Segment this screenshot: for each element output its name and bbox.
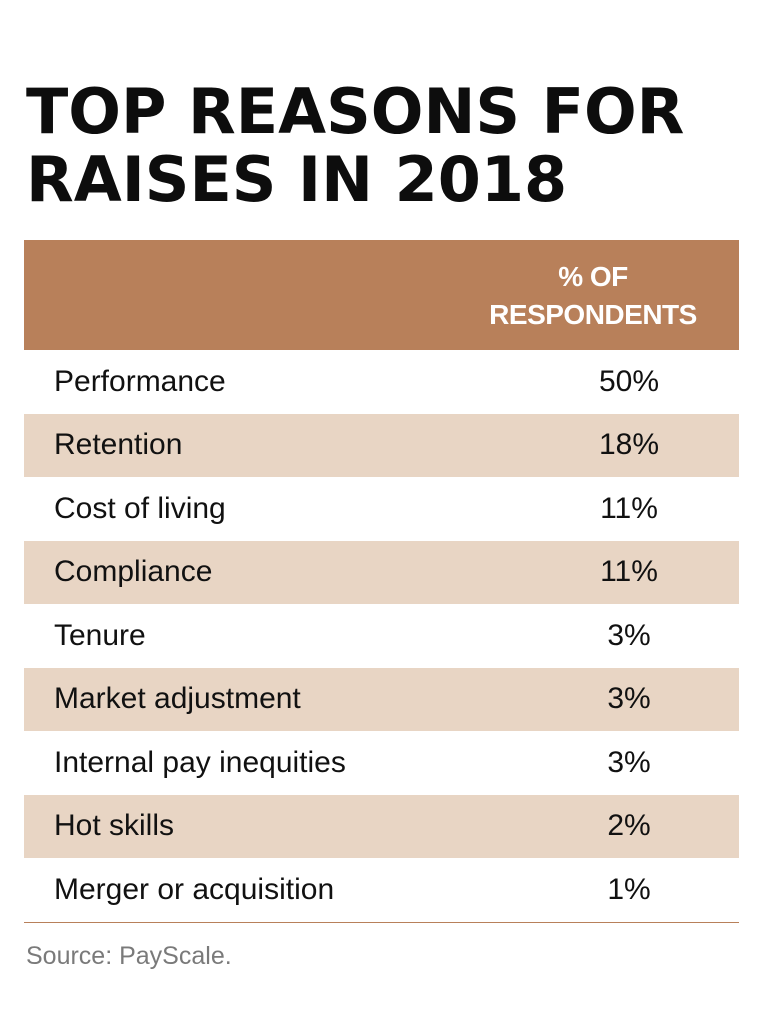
column-header-line-2: RESPONDENTS: [489, 299, 697, 330]
data-table: % OF RESPONDENTS Performance 50% Retention…: [24, 240, 739, 923]
table-header: % OF RESPONDENTS: [24, 240, 739, 350]
row-value: 3%: [607, 618, 651, 652]
row-label: Performance: [54, 364, 226, 398]
table-bottom-rule: [24, 921, 739, 923]
chart-title-line-1: TOP REASONS FOR: [26, 75, 685, 148]
chart-title-line-2: RAISES IN 2018: [26, 143, 568, 216]
table-row: Tenure 3%: [24, 604, 739, 668]
row-value: 18%: [598, 428, 660, 462]
row-label: Compliance: [54, 555, 213, 589]
table-row: Retention 18%: [24, 413, 739, 477]
row-value: 50%: [598, 364, 660, 398]
chart-title: TOP REASONS FOR RAISES IN 2018: [26, 78, 746, 214]
row-label: Merger or acquisition: [54, 872, 335, 906]
column-header-percent: % OF RESPONDENTS: [463, 258, 723, 334]
row-label: Internal pay inequities: [54, 745, 346, 779]
table-row: Market adjustment 3%: [24, 667, 739, 731]
table-body: Performance 50% Retention 18% Cost of living…: [24, 350, 739, 922]
table-row: Compliance 11%: [24, 540, 739, 604]
row-value: 11%: [600, 555, 658, 589]
row-value: 3%: [607, 682, 651, 716]
row-label: Retention: [54, 428, 183, 462]
row-label: Tenure: [54, 618, 146, 652]
table-row: Cost of living 11%: [24, 477, 739, 541]
column-header-line-1: % OF: [558, 261, 628, 292]
table-row: Merger or acquisition 1%: [24, 858, 739, 922]
row-label: Hot skills: [54, 809, 175, 843]
row-label: Market adjustment: [54, 682, 301, 716]
row-value: 1%: [607, 872, 651, 906]
table-row: Internal pay inequities 3%: [24, 731, 739, 795]
row-value: 2%: [607, 809, 651, 843]
row-value: 11%: [600, 491, 658, 525]
table-row: Performance 50%: [24, 350, 739, 414]
source-note: Source: PayScale.: [26, 942, 232, 970]
row-value: 3%: [607, 745, 651, 779]
row-label: Cost of living: [54, 491, 226, 525]
table-row: Hot skills 2%: [24, 794, 739, 858]
